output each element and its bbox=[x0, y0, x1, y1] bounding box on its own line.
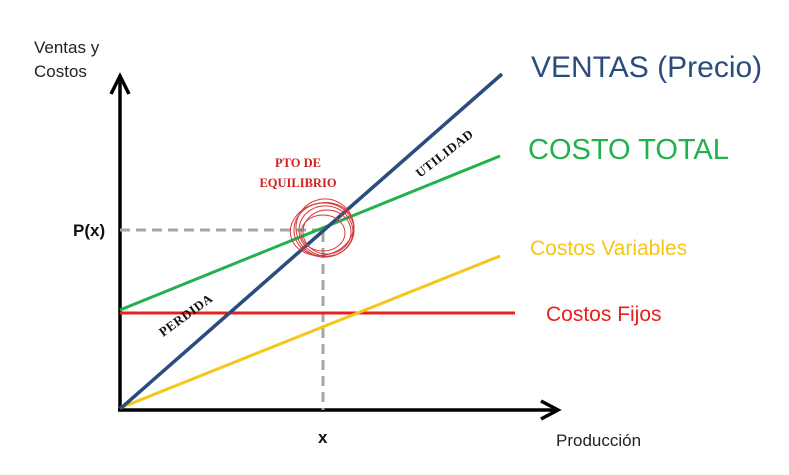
y-tick-label: P(x) bbox=[73, 221, 105, 240]
equilibrio-label-line2: EQUILIBRIO bbox=[259, 176, 336, 190]
costos-variables-label: Costos Variables bbox=[530, 237, 687, 260]
costo-total-label: COSTO TOTAL bbox=[528, 134, 729, 166]
equilibrium-point-marker bbox=[289, 198, 355, 258]
y-axis-label-line2: Costos bbox=[34, 62, 87, 81]
costo-total-line bbox=[119, 154, 501, 312]
x-axis-arrowhead bbox=[540, 399, 562, 421]
costos-variables-line bbox=[119, 254, 501, 410]
ventas-line bbox=[118, 72, 504, 411]
x-axis-label: Producción bbox=[556, 431, 641, 450]
y-axis-arrowhead bbox=[109, 72, 131, 95]
costos-fijos-label: Costos Fijos bbox=[546, 303, 662, 326]
equilibrio-label-line1: PTO DE bbox=[275, 156, 321, 170]
utilidad-label: UTILIDAD bbox=[413, 126, 477, 180]
y-axis-label-line1: Ventas y bbox=[34, 38, 100, 57]
x-tick-label: x bbox=[318, 428, 328, 447]
ventas-label: VENTAS (Precio) bbox=[531, 51, 762, 84]
